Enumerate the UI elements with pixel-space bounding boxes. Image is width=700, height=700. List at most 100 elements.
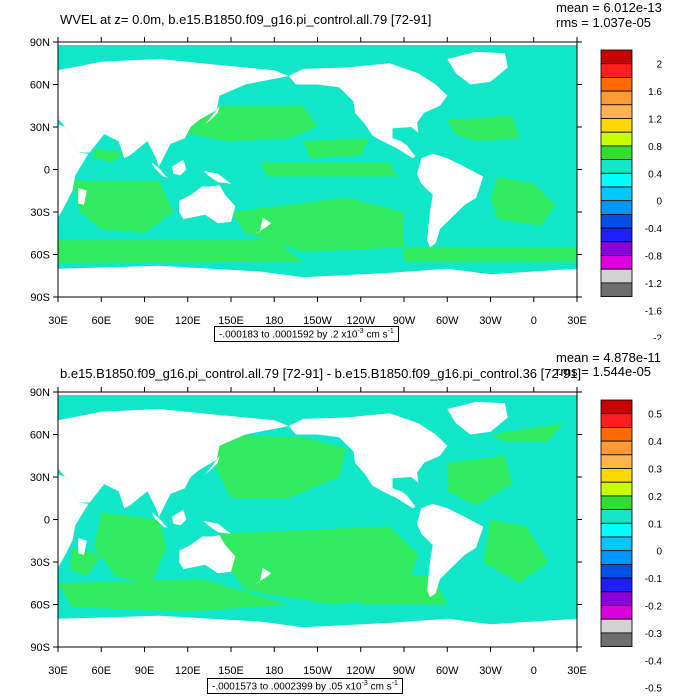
colorbar-label: -1.2 — [645, 279, 663, 290]
land-africa — [58, 124, 89, 218]
ocean-region-4 — [490, 176, 556, 227]
land-eurasia — [58, 59, 289, 167]
colorbar-cell — [600, 440, 633, 456]
land-samerica — [417, 503, 484, 598]
mean-stat: mean = 6.012e-13 — [556, 0, 662, 15]
lon-tick-label: 30E — [48, 665, 68, 677]
contour-range-label: -.000183 to .0001592 by .2 x10-3 cm s-1 — [214, 326, 399, 343]
colorbar-cell — [600, 454, 633, 469]
colorbar-cell — [600, 563, 633, 579]
colorbar-cell — [600, 536, 633, 552]
panel-title: WVEL at z= 0.0m, b.e15.B1850.f09_g16.pi_… — [60, 12, 432, 27]
lat-tick-label: 60S — [30, 250, 50, 262]
lat-tick-label: 30N — [30, 122, 50, 134]
ocean-region-7 — [490, 423, 563, 442]
colorbar-cell — [600, 104, 633, 119]
lon-tick-label: 120W — [346, 665, 375, 677]
land-sumatra — [151, 512, 168, 528]
land-borneo — [171, 509, 187, 526]
lat-tick-label: 30N — [30, 472, 50, 484]
colorbar-cell — [600, 268, 633, 284]
colorbar-label: -0.4 — [645, 224, 663, 235]
lon-tick-label: 120E — [175, 665, 201, 677]
land-samerica — [417, 153, 484, 248]
colorbar-label: 1.2 — [648, 115, 662, 126]
lon-tick-label: 0 — [531, 315, 537, 327]
ocean-region-3 — [231, 197, 404, 252]
colorbar-label: 0.8 — [648, 142, 662, 153]
range-unit: cm s — [367, 681, 392, 693]
lat-tick-label: 30S — [30, 207, 50, 219]
colorbar-label: -1.6 — [645, 306, 663, 317]
land-namerica — [288, 63, 448, 159]
land-borneo — [171, 159, 187, 176]
south-pole-strip — [58, 629, 577, 647]
land-madagascar — [78, 537, 87, 555]
colorbar-label: 0.2 — [648, 492, 662, 503]
ocean-region-5 — [447, 115, 520, 142]
north-pole-strip — [58, 42, 577, 45]
lon-tick-label: 30E — [567, 315, 587, 327]
colorbar-label: 0.4 — [648, 169, 662, 180]
colorbar-cell — [600, 186, 633, 202]
lon-tick-label: 150E — [218, 315, 244, 327]
lon-tick-label: 60W — [436, 665, 459, 677]
lat-tick-label: 90S — [30, 642, 50, 654]
colorbar-label: 0.1 — [648, 519, 662, 530]
colorbar-cell — [600, 399, 633, 415]
lon-tick-label: 30W — [479, 315, 502, 327]
lat-tick-label: 90N — [30, 37, 50, 49]
colorbar-cell — [600, 241, 633, 256]
colorbar-cell — [600, 172, 633, 188]
colorbar-label: 0 — [656, 197, 662, 208]
lon-tick-label: 30E — [567, 665, 587, 677]
ocean-region-4 — [483, 519, 549, 584]
north-pole-strip — [58, 392, 577, 395]
land-africa — [58, 474, 89, 568]
lat-tick-label: 0 — [44, 165, 50, 177]
colorbar-cell — [600, 200, 633, 215]
range-text: -.0001573 to .0002399 by .05 x10 — [212, 681, 362, 693]
ocean-region-6 — [69, 547, 102, 577]
ocean-region-0 — [173, 105, 318, 142]
land-nz — [254, 567, 272, 585]
colorbar-cell — [600, 591, 633, 606]
lon-tick-label: 150W — [303, 315, 332, 327]
colorbar-cell — [600, 522, 633, 538]
land-newguinea — [203, 520, 231, 534]
lon-tick-label: 0 — [531, 665, 537, 677]
range-text: -.000183 to .0001592 by .2 x10 — [219, 329, 358, 341]
colorbar-cell — [600, 159, 633, 174]
lat-tick-label: 60N — [30, 80, 50, 92]
colorbar-cell — [600, 577, 633, 593]
range-exponent: -3 — [357, 328, 364, 335]
lon-tick-label: 30W — [479, 665, 502, 677]
ocean-region-1 — [94, 512, 167, 584]
colorbar-cell — [600, 90, 633, 106]
land-eurasia — [58, 409, 289, 517]
map-layer — [58, 392, 577, 647]
ocean-region-6 — [259, 162, 397, 177]
land-nz — [254, 217, 272, 235]
lon-tick-label: 90E — [135, 315, 155, 327]
land-australia — [179, 535, 236, 574]
lon-tick-label: 120E — [175, 315, 201, 327]
colorbar-label: -0.1 — [645, 574, 663, 585]
lat-tick-label: 60S — [30, 600, 50, 612]
contour-range-label: -.0001573 to .0002399 by .05 x10-3 cm s-… — [207, 678, 403, 695]
lon-tick-label: 90W — [393, 315, 416, 327]
colorbar-cell — [600, 468, 633, 483]
mean-stat: mean = 4.878e-11 — [556, 350, 661, 365]
colorbar-cell — [600, 481, 633, 497]
ocean-region-5 — [58, 579, 289, 612]
land-greenland — [447, 51, 508, 85]
range-unit-exponent: -1 — [387, 328, 394, 335]
colorbar-label: -2 — [653, 334, 662, 340]
colorbar-label: -0.5 — [645, 684, 663, 695]
land-newguinea — [203, 170, 231, 184]
range-unit: cm s — [363, 329, 388, 341]
colorbar-cell — [600, 227, 633, 243]
south-pole-strip — [58, 279, 577, 297]
colorbar-cell — [600, 49, 633, 65]
colorbar-cell — [600, 550, 633, 565]
